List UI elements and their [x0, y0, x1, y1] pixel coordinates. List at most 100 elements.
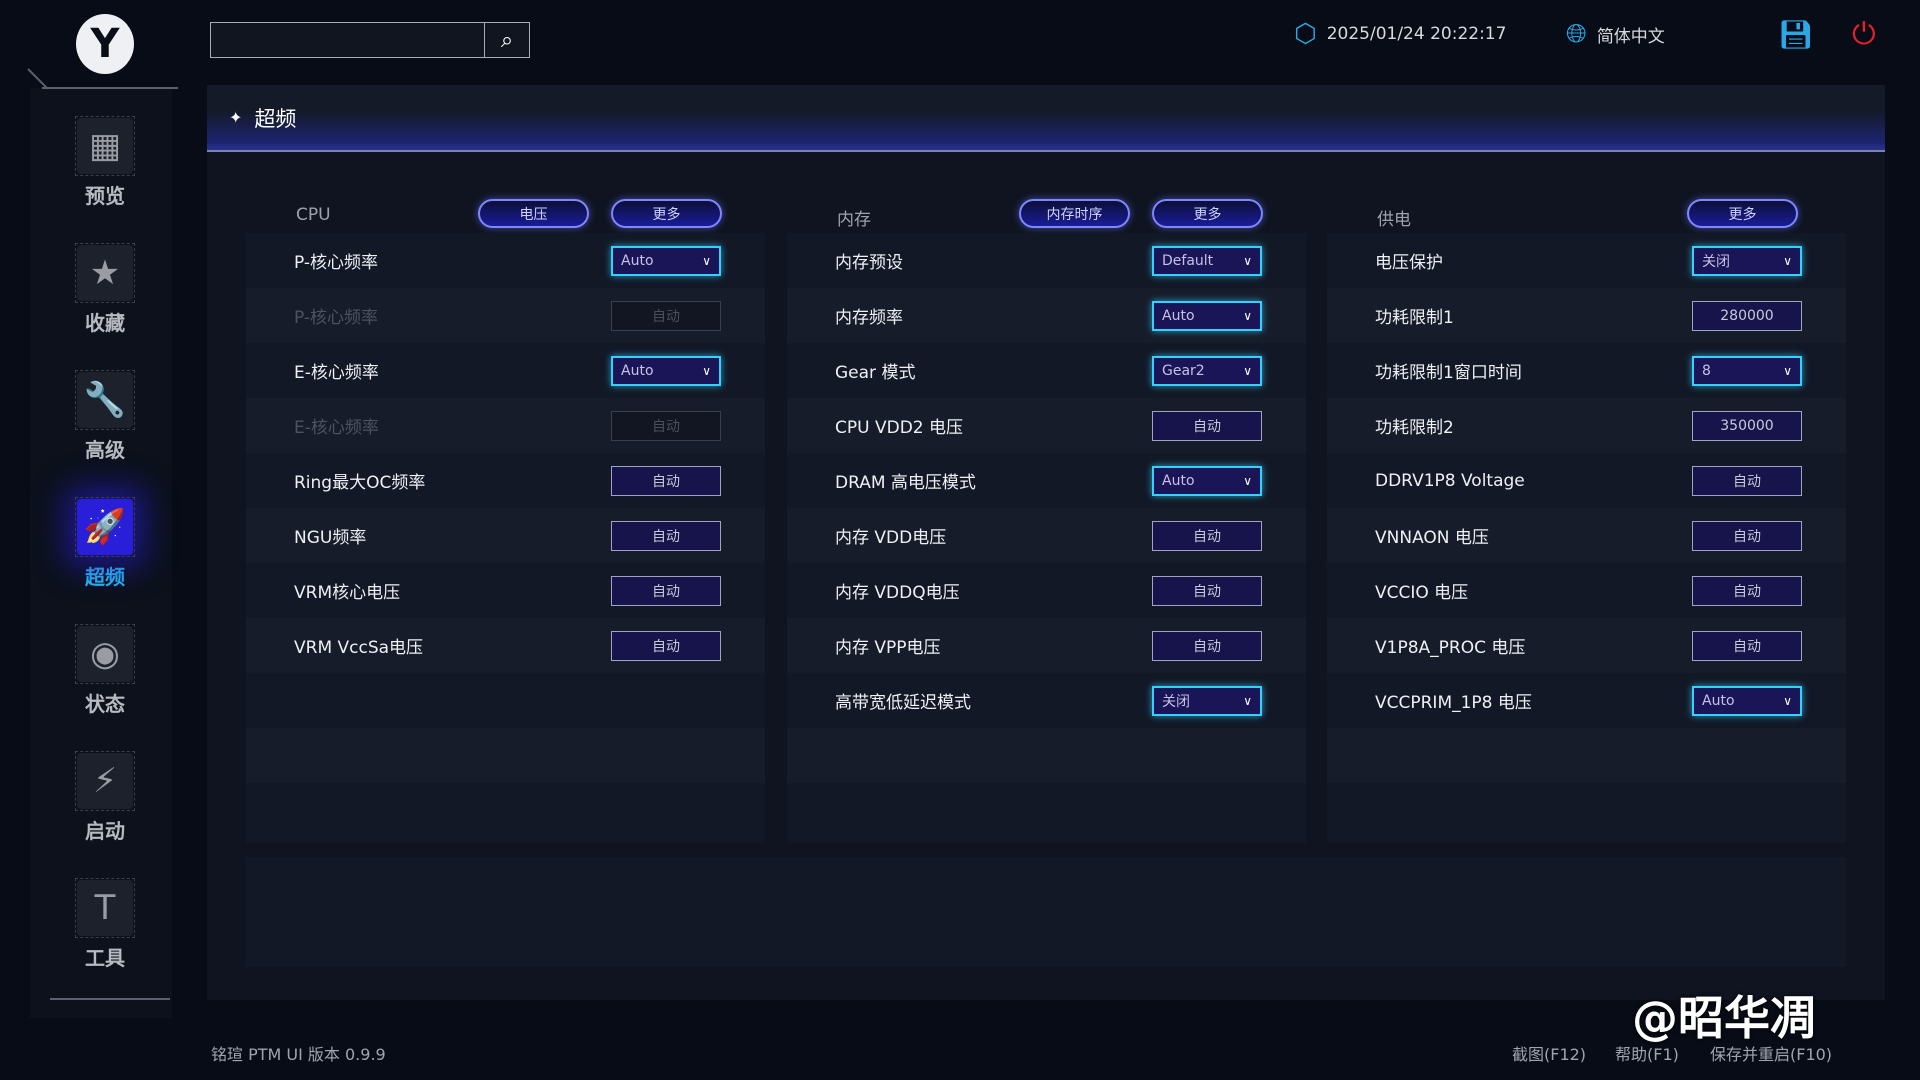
settings-list: 内存预设 Default ∨ 内存频率 Auto ∨ Gear 模式 Gear2 ∨ CPU VD…	[787, 233, 1306, 843]
value-button[interactable]: 350000	[1692, 410, 1802, 441]
chevron-down-icon: ∨	[702, 253, 711, 268]
dropdown-value: 8	[1702, 362, 1711, 379]
dropdown[interactable]: Gear2 ∨	[1152, 355, 1262, 386]
setting-label: 内存 VPP电压	[835, 638, 941, 658]
column-button[interactable]: 电压	[478, 199, 589, 228]
setting-label: VNNAON 电压	[1375, 528, 1489, 548]
disabled-value: 自动	[611, 300, 721, 331]
dropdown[interactable]: Default ∨	[1152, 245, 1262, 276]
dropdown[interactable]: Auto ∨	[1152, 465, 1262, 496]
language-label: 简体中文	[1596, 26, 1665, 47]
dropdown[interactable]: 关闭 ∨	[1692, 245, 1802, 276]
value-button[interactable]: 自动	[1152, 410, 1262, 441]
dropdown[interactable]: 关闭 ∨	[1152, 685, 1262, 716]
setting-row: P-核心频率 Auto ∨	[246, 233, 765, 288]
column-button[interactable]: 更多	[1152, 199, 1263, 228]
search-input[interactable]	[211, 23, 484, 57]
dropdown[interactable]: 8 ∨	[1692, 355, 1802, 386]
save-icon[interactable]: 💾︎	[1778, 17, 1814, 51]
datetime: 2025/01/24 20:22:17	[1326, 24, 1507, 44]
sidebar-item-2[interactable]: 🔧 高级	[60, 370, 150, 482]
setting-row: 功耗限制2 350000	[1327, 398, 1846, 453]
setting-label: 内存频率	[835, 308, 903, 328]
setting-row: 内存 VPP电压 自动	[787, 618, 1306, 673]
column-title: 内存	[837, 210, 871, 230]
dropdown-value: 关闭	[1162, 693, 1190, 710]
datetime-display: ⬡ 2025/01/24 20:22:17	[1294, 18, 1506, 50]
sidebar-item-5[interactable]: ⚡ 启动	[60, 751, 150, 863]
setting-label: VCCIO 电压	[1375, 583, 1469, 603]
dropdown[interactable]: Auto ∨	[1152, 300, 1262, 331]
setting-label: VRM VccSa电压	[294, 638, 424, 658]
setting-row: Ring最大OC频率 自动	[246, 453, 765, 508]
dropdown-value: Auto	[621, 252, 654, 269]
value-button[interactable]: 自动	[611, 575, 721, 606]
value-button[interactable]: 自动	[611, 630, 721, 661]
sidebar-item-label: 启动	[85, 819, 125, 843]
value-button[interactable]: 自动	[1692, 465, 1802, 496]
disabled-value: 自动	[611, 410, 721, 441]
setting-row: VRM VccSa电压 自动	[246, 618, 765, 673]
dropdown[interactable]: Auto ∨	[611, 355, 721, 386]
chevron-down-icon: ∨	[1243, 473, 1252, 488]
ssd-icon: ⚡	[75, 751, 135, 811]
language-selector[interactable]: 🌐︎ 简体中文	[1566, 18, 1665, 50]
column-header: 供电 更多	[1327, 199, 1846, 235]
globe-icon: 🌐︎	[1566, 18, 1587, 49]
search-button[interactable]: ⌕	[484, 23, 529, 57]
setting-row: 内存 VDDQ电压 自动	[787, 563, 1306, 618]
help-link[interactable]: 帮助(F1)	[1615, 1045, 1679, 1064]
setting-label: 电压保护	[1375, 253, 1443, 273]
setting-label: 内存 VDD电压	[835, 528, 947, 548]
sidebar-item-label: 工具	[85, 946, 125, 970]
value-button[interactable]: 自动	[1152, 630, 1262, 661]
setting-label: Ring最大OC频率	[294, 473, 426, 493]
chevron-down-icon: ∨	[1783, 253, 1792, 268]
dropdown[interactable]: Auto ∨	[1692, 685, 1802, 716]
power-icon[interactable]: ⏻	[1852, 16, 1876, 52]
value-button[interactable]: 自动	[1692, 575, 1802, 606]
chevron-down-icon: ∨	[1783, 693, 1792, 708]
sidebar-item-6[interactable]: T 工具	[60, 878, 150, 990]
sidebar-item-4[interactable]: ◉ 状态	[60, 624, 150, 736]
empty-row	[246, 673, 765, 728]
divider	[50, 998, 170, 1000]
screenshot-link[interactable]: 截图(F12)	[1512, 1045, 1587, 1064]
setting-row: 功耗限制1 280000	[1327, 288, 1846, 343]
setting-label: V1P8A_PROC 电压	[1375, 638, 1526, 658]
column-button[interactable]: 内存时序	[1019, 199, 1130, 228]
setting-label: DDRV1P8 Voltage	[1375, 470, 1525, 491]
setting-label: E-核心频率	[294, 418, 379, 438]
setting-label: 功耗限制1	[1375, 308, 1454, 328]
column-button[interactable]: 更多	[1687, 199, 1798, 228]
value-button[interactable]: 自动	[1692, 630, 1802, 661]
divider	[42, 87, 178, 89]
dropdown-value: Auto	[1162, 472, 1195, 489]
save-restart-link[interactable]: 保存并重启(F10)	[1710, 1045, 1833, 1064]
setting-label: P-核心频率	[294, 308, 379, 328]
dropdown-value: Gear2	[1162, 362, 1205, 379]
chevron-down-icon: ∨	[1243, 693, 1252, 708]
settings-list: 电压保护 关闭 ∨ 功耗限制1 280000 功耗限制1窗口时间 8 ∨ 功耗限制2 350000…	[1327, 233, 1846, 843]
settings-list: P-核心频率 Auto ∨ P-核心频率 自动 E-核心频率 Auto ∨ E-核心频率 自动 Ri…	[246, 233, 765, 843]
sidebar-item-3[interactable]: 🚀 超频	[60, 497, 150, 609]
value-button[interactable]: 280000	[1692, 300, 1802, 331]
dropdown[interactable]: Auto ∨	[611, 245, 721, 276]
setting-row: V1P8A_PROC 电压 自动	[1327, 618, 1846, 673]
value-button[interactable]: 自动	[1152, 520, 1262, 551]
setting-row: CPU VDD2 电压 自动	[787, 398, 1306, 453]
value-button[interactable]: 自动	[1152, 575, 1262, 606]
setting-row: DRAM 高电压模式 Auto ∨	[787, 453, 1306, 508]
settings-hex-icon: ⬡	[1294, 19, 1317, 49]
value-button[interactable]: 自动	[611, 465, 721, 496]
value-button[interactable]: 自动	[1692, 520, 1802, 551]
search-box: ⌕	[210, 22, 530, 58]
empty-row	[787, 728, 1306, 783]
hammer-icon: T	[75, 878, 135, 938]
column-button[interactable]: 更多	[611, 199, 722, 228]
page-title: 超频	[254, 106, 297, 131]
setting-row: P-核心频率 自动	[246, 288, 765, 343]
sidebar-item-1[interactable]: ★ 收藏	[60, 243, 150, 355]
value-button[interactable]: 自动	[611, 520, 721, 551]
sidebar-item-0[interactable]: ▦ 预览	[60, 116, 150, 228]
